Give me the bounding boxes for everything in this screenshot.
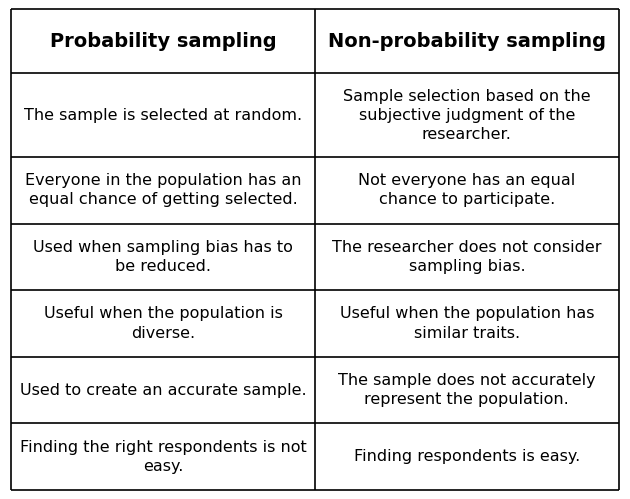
Text: Sample selection based on the
subjective judgment of the
researcher.: Sample selection based on the subjective… xyxy=(343,88,591,142)
Text: Useful when the population has
similar traits.: Useful when the population has similar t… xyxy=(340,306,594,341)
Text: Useful when the population is
diverse.: Useful when the population is diverse. xyxy=(43,306,283,341)
Text: Everyone in the population has an
equal chance of getting selected.: Everyone in the population has an equal … xyxy=(25,173,301,208)
Text: Non-probability sampling: Non-probability sampling xyxy=(328,32,606,51)
Text: Finding the right respondents is not
easy.: Finding the right respondents is not eas… xyxy=(20,440,307,474)
Text: Not everyone has an equal
chance to participate.: Not everyone has an equal chance to part… xyxy=(358,173,575,208)
Text: Used when sampling bias has to
be reduced.: Used when sampling bias has to be reduce… xyxy=(33,240,293,274)
Text: Probability sampling: Probability sampling xyxy=(50,32,277,51)
Text: The sample does not accurately
represent the population.: The sample does not accurately represent… xyxy=(338,373,595,407)
Text: The sample is selected at random.: The sample is selected at random. xyxy=(24,108,302,123)
Text: Finding respondents is easy.: Finding respondents is easy. xyxy=(353,449,580,464)
Text: Used to create an accurate sample.: Used to create an accurate sample. xyxy=(20,383,306,398)
Text: The researcher does not consider
sampling bias.: The researcher does not consider samplin… xyxy=(332,240,602,274)
